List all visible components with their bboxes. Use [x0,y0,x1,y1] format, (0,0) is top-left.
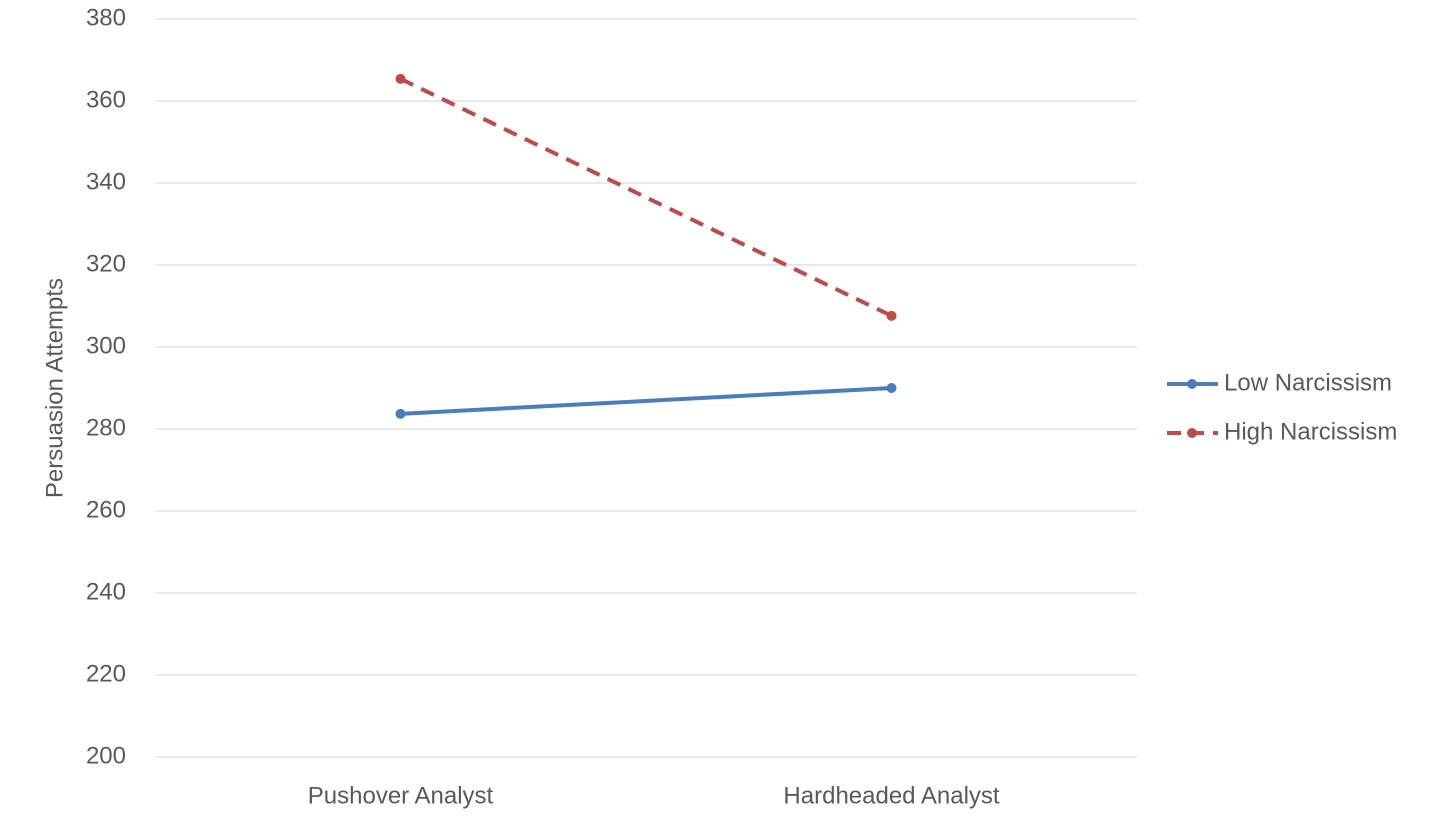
legend-marker [1187,428,1197,438]
y-tick-label: 220 [86,660,126,687]
legend-label: High Narcissism [1224,418,1397,445]
y-tick-label: 240 [86,578,126,605]
y-tick-label: 360 [86,86,126,113]
y-tick-label: 300 [86,332,126,359]
y-axis-label: Persuasion Attempts [41,278,68,498]
series-line [400,386,892,416]
x-tick-label: Pushover Analyst [308,782,494,809]
y-tick-label: 320 [86,250,126,277]
point [886,310,897,321]
y-tick-label: 200 [86,742,126,769]
series-line [399,77,893,318]
legend-label: Low Narcissism [1224,369,1392,396]
point [395,73,406,84]
x-tick-label: Hardheaded Analyst [783,782,999,809]
point [886,383,897,393]
y-tick-label: 340 [86,168,126,195]
legend-marker [1187,379,1197,389]
point [395,408,406,419]
y-tick-label: 380 [86,4,126,31]
y-tick-label: 280 [86,414,126,441]
y-tick-label: 260 [86,496,126,523]
